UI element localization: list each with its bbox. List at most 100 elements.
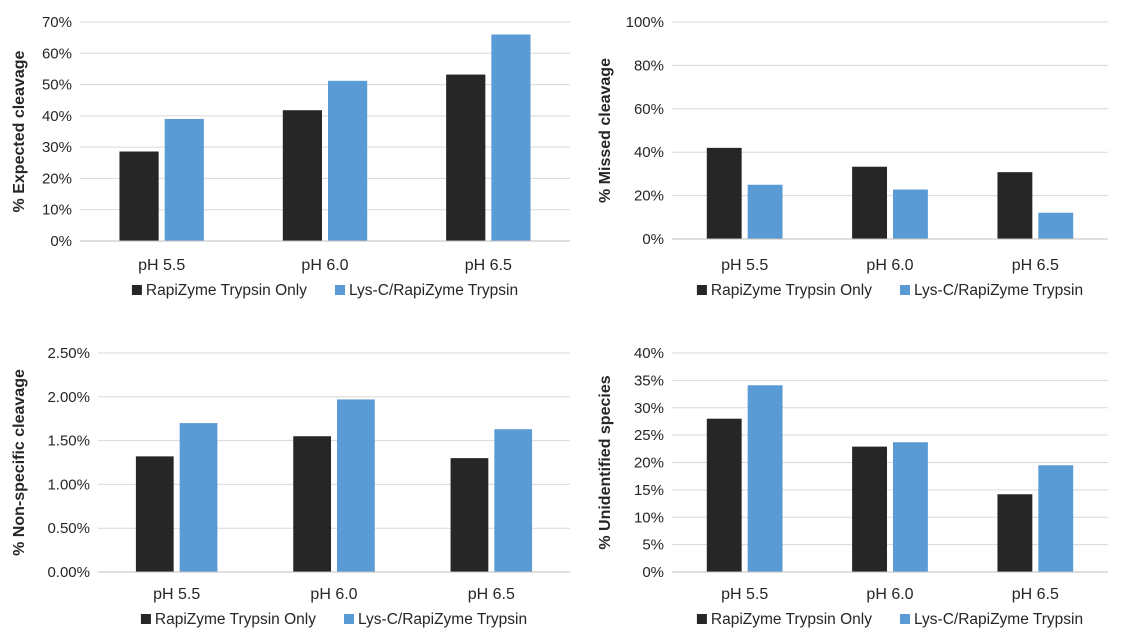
bar-trypsin-only-3 bbox=[997, 494, 1033, 572]
y-tick-label: 0.50% bbox=[47, 520, 90, 537]
x-category-label: pH 6.0 bbox=[310, 586, 357, 603]
legend: RapiZyme Trypsin Only Lys-C/RapiZyme Tryp… bbox=[696, 282, 1083, 299]
x-category-label: pH 6.0 bbox=[301, 257, 348, 274]
legend: RapiZyme Trypsin Only Lys-C/RapiZyme Tryp… bbox=[696, 611, 1083, 628]
bar-lysc-trypsin-1 bbox=[747, 184, 783, 239]
legend-item: RapiZyme Trypsin Only bbox=[131, 282, 307, 299]
legend-item: Lys-C/RapiZyme Trypsin bbox=[899, 611, 1083, 628]
bar-trypsin-only-2 bbox=[852, 446, 887, 572]
y-axis-title: % Expected cleavage bbox=[11, 50, 28, 212]
x-category-label: pH 5.5 bbox=[721, 586, 768, 603]
y-axis-title: % Non-specific cleavage bbox=[11, 369, 28, 556]
legend-swatch bbox=[343, 614, 354, 624]
y-tick-label: 0.00% bbox=[47, 564, 90, 581]
bar-trypsin-only-1 bbox=[706, 418, 742, 572]
bar-lysc-trypsin-3 bbox=[491, 34, 531, 242]
legend-swatch bbox=[899, 614, 910, 624]
legend-label: Lys-C/RapiZyme Trypsin bbox=[358, 611, 527, 628]
y-tick-label: 70% bbox=[42, 14, 72, 31]
x-category-label: pH 6.5 bbox=[1012, 257, 1059, 274]
legend-label: Lys-C/RapiZyme Trypsin bbox=[914, 611, 1083, 628]
chart-1: 0% 10% 20% 30% 40% 50% 60% 70% pH 5.5 pH 6.0 pH 6.… bbox=[11, 14, 570, 299]
y-tick-label: 1.50% bbox=[47, 433, 90, 450]
y-tick-label: 20% bbox=[634, 188, 664, 205]
x-category-label: pH 6.5 bbox=[468, 586, 515, 603]
legend-item: Lys-C/RapiZyme Trypsin bbox=[899, 282, 1083, 299]
y-tick-label: 25% bbox=[634, 427, 664, 444]
legend-item: Lys-C/RapiZyme Trypsin bbox=[343, 611, 527, 628]
legend: RapiZyme Trypsin Only Lys-C/RapiZyme Tryp… bbox=[140, 611, 527, 628]
legend-label: RapiZyme Trypsin Only bbox=[146, 282, 307, 299]
bar-lysc-trypsin-2 bbox=[893, 442, 928, 572]
legend-label: RapiZyme Trypsin Only bbox=[711, 282, 872, 299]
legend-swatch bbox=[696, 614, 707, 624]
bar-lysc-trypsin-3 bbox=[1038, 212, 1074, 239]
chart-3: 0.00% 0.50% 1.00% 1.50% 2.00% 2.50% pH 5.5 pH 6… bbox=[11, 345, 570, 628]
y-axis-title: % Unidentified species bbox=[597, 375, 614, 549]
bar-trypsin-only-3 bbox=[446, 74, 486, 241]
y-tick-label: 40% bbox=[42, 108, 72, 125]
y-tick-label: 30% bbox=[634, 400, 664, 417]
y-tick-label: 2.50% bbox=[47, 345, 90, 362]
y-tick-label: 30% bbox=[42, 139, 72, 156]
y-tick-label: 40% bbox=[634, 144, 664, 161]
y-tick-label: 10% bbox=[42, 202, 72, 219]
y-tick-label: 60% bbox=[42, 45, 72, 62]
bar-lysc-trypsin-3 bbox=[1038, 465, 1074, 572]
legend-item: RapiZyme Trypsin Only bbox=[696, 611, 872, 628]
y-tick-label: 35% bbox=[634, 372, 664, 389]
y-tick-label: 0% bbox=[50, 233, 72, 250]
legend: RapiZyme Trypsin Only Lys-C/RapiZyme Tryp… bbox=[131, 282, 518, 299]
legend-label: Lys-C/RapiZyme Trypsin bbox=[349, 282, 518, 299]
legend-swatch bbox=[334, 285, 345, 295]
y-tick-label: 20% bbox=[42, 170, 72, 187]
legend-swatch bbox=[140, 614, 151, 624]
bar-trypsin-only-2 bbox=[293, 436, 331, 572]
bar-trypsin-only-3 bbox=[450, 458, 489, 572]
bar-lysc-trypsin-2 bbox=[893, 189, 928, 239]
legend-label: RapiZyme Trypsin Only bbox=[155, 611, 316, 628]
y-tick-label: 15% bbox=[634, 482, 664, 499]
bar-lysc-trypsin-1 bbox=[164, 118, 204, 241]
bar-trypsin-only-1 bbox=[706, 147, 742, 239]
x-category-label: pH 6.0 bbox=[866, 257, 913, 274]
y-tick-label: 20% bbox=[634, 455, 664, 472]
x-category-label: pH 5.5 bbox=[721, 257, 768, 274]
legend-swatch bbox=[131, 285, 142, 295]
bar-trypsin-only-1 bbox=[119, 151, 159, 241]
y-tick-label: 50% bbox=[42, 77, 72, 94]
bar-trypsin-only-1 bbox=[135, 456, 174, 572]
legend-swatch bbox=[696, 285, 707, 295]
bar-lysc-trypsin-1 bbox=[179, 423, 218, 572]
y-tick-label: 100% bbox=[626, 14, 664, 31]
y-axis-title: % Missed cleavage bbox=[597, 58, 614, 203]
bar-trypsin-only-2 bbox=[282, 110, 322, 242]
bar-lysc-trypsin-2 bbox=[328, 80, 368, 242]
chart-2: 0% 20% 40% 60% 80% 100% pH 5.5 pH 6.0 pH 6.5 % Mi… bbox=[597, 14, 1108, 299]
x-category-label: pH 5.5 bbox=[153, 586, 200, 603]
y-tick-label: 5% bbox=[642, 537, 664, 554]
y-tick-label: 80% bbox=[634, 57, 664, 74]
bar-trypsin-only-2 bbox=[852, 166, 887, 239]
y-tick-label: 0% bbox=[642, 564, 664, 581]
y-tick-label: 40% bbox=[634, 345, 664, 362]
x-category-label: pH 6.5 bbox=[1012, 586, 1059, 603]
bar-lysc-trypsin-3 bbox=[494, 429, 533, 572]
y-tick-label: 60% bbox=[634, 101, 664, 118]
legend-label: RapiZyme Trypsin Only bbox=[711, 611, 872, 628]
bar-lysc-trypsin-1 bbox=[747, 385, 783, 572]
x-category-label: pH 6.0 bbox=[866, 586, 913, 603]
legend-label: Lys-C/RapiZyme Trypsin bbox=[914, 282, 1083, 299]
y-tick-label: 0% bbox=[642, 231, 664, 248]
x-category-label: pH 6.5 bbox=[465, 257, 512, 274]
legend-item: RapiZyme Trypsin Only bbox=[696, 282, 872, 299]
x-category-label: pH 5.5 bbox=[138, 257, 185, 274]
y-tick-label: 2.00% bbox=[47, 389, 90, 406]
legend-item: RapiZyme Trypsin Only bbox=[140, 611, 316, 628]
bar-trypsin-only-3 bbox=[997, 172, 1033, 239]
bar-lysc-trypsin-2 bbox=[337, 399, 375, 572]
y-tick-label: 1.00% bbox=[47, 476, 90, 493]
legend-swatch bbox=[899, 285, 910, 295]
chart-4: 0% 5% 10% 15% 20% 25% 30% 35% 40% pH 5.5 pH 6.0 pH … bbox=[597, 345, 1108, 628]
